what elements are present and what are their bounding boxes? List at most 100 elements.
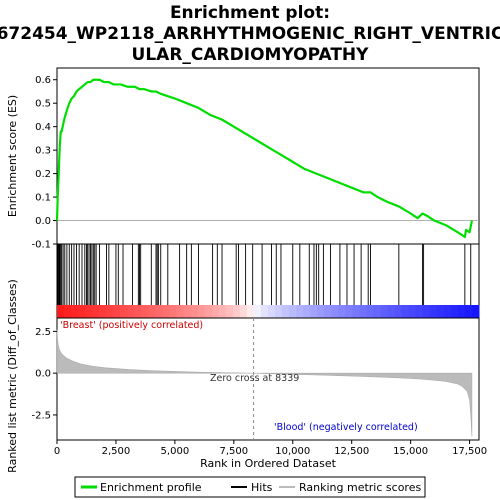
- color-bar-segment: [296, 305, 304, 318]
- color-bar-segment: [352, 305, 360, 318]
- color-bar-segment: [211, 305, 220, 318]
- color-bar-segment: [464, 305, 473, 318]
- color-bar-segment: [148, 305, 156, 318]
- chart-title-line3: ULAR_CARDIOMYOPATHY: [132, 45, 370, 65]
- color-bar-segment: [324, 305, 332, 318]
- color-bar-segment: [253, 305, 262, 318]
- legend-ranking-label: Ranking metric scores: [299, 481, 421, 494]
- color-bar-segment: [268, 305, 276, 318]
- hits-group: [57, 244, 472, 305]
- ranking-metric-fill: [56, 329, 473, 437]
- color-bar-segment: [246, 305, 255, 318]
- legend-box: [74, 476, 426, 498]
- zero-cross-label: Zero cross at 8339: [210, 373, 299, 384]
- es-y-tick-label: 0.2: [35, 169, 51, 180]
- color-bar-segment: [85, 305, 93, 318]
- color-bar-segment: [457, 305, 466, 318]
- x-tick-label: 2,500: [102, 446, 131, 457]
- x-axis-label: Rank in Ordered Dataset: [200, 457, 337, 470]
- es-y-tick-label: -0.1: [31, 240, 51, 251]
- metric-y-axis-label: Ranked list metric (Diff_of_Classes): [6, 279, 19, 473]
- color-bar-segment: [373, 305, 382, 318]
- color-bar-segment: [197, 305, 206, 318]
- x-tick-label: 7,500: [219, 446, 248, 457]
- positive-correlation-label: 'Breast' (positively correlated): [60, 320, 203, 331]
- color-bar-segment: [303, 305, 311, 318]
- es-y-tick-label: 0.5: [35, 99, 51, 110]
- color-bar-segment: [134, 305, 142, 318]
- negative-correlation-label: 'Blood' (negatively correlated): [274, 422, 418, 433]
- color-bar-segment: [260, 305, 269, 318]
- color-bar-segment: [471, 305, 480, 318]
- color-bar-segment: [127, 305, 135, 318]
- color-bar-segment: [275, 305, 283, 318]
- metric-y-tick-label: 2.5: [35, 327, 51, 338]
- color-bar-segment: [394, 305, 403, 318]
- color-bar-segment: [359, 305, 367, 318]
- color-bar-segment: [387, 305, 396, 318]
- color-bar-segment: [64, 305, 72, 318]
- color-bar-segment: [218, 305, 227, 318]
- es-y-tick-label: 0.3: [35, 146, 51, 157]
- color-bar-segment: [78, 305, 86, 318]
- color-bar-segment: [190, 305, 199, 318]
- metric-y-ticks: 2.5 0.0 -2.5: [31, 327, 57, 421]
- x-tick-label: 12,500: [334, 446, 369, 457]
- color-bar-segment: [310, 305, 318, 318]
- x-tick-label: 0: [54, 446, 60, 457]
- metric-panel: [56, 317, 480, 441]
- color-bar-segment: [408, 305, 417, 318]
- es-curve-group: [55, 78, 474, 239]
- metric-y-tick-label: 0.0: [35, 369, 51, 380]
- color-bar-segment: [162, 305, 171, 318]
- es-y-axis-label: Enrichment score (ES): [6, 95, 19, 217]
- color-bar-segment: [282, 305, 290, 318]
- color-bar-segment: [289, 305, 297, 318]
- enrichment-profile-line: [55, 78, 474, 239]
- rank-color-bar: [57, 305, 480, 318]
- color-bar-segment: [120, 305, 128, 318]
- es-y-tick-label: 0.1: [35, 193, 51, 204]
- color-bar-segment: [176, 305, 185, 318]
- ranking-metric-area: [56, 329, 473, 437]
- x-ticks: 0 2,500 5,000 7,500 10,000 12,500 15,000 17,500: [54, 440, 487, 457]
- x-tick-label: 5,000: [161, 446, 190, 457]
- color-bar-segment: [422, 305, 431, 318]
- x-tick-label: 15,000: [393, 446, 428, 457]
- color-bar-segment: [92, 305, 100, 318]
- chart-title-line2: 672454_WP2118_ARRHYTHMOGENIC_RIGHT_VENTR…: [0, 24, 500, 44]
- color-bar-segment: [99, 305, 107, 318]
- color-bar-segment: [380, 305, 389, 318]
- color-bar-segment: [155, 305, 163, 318]
- es-y-ticks: -0.1 0.0 0.1 0.2 0.3 0.4 0.5 0.6: [31, 75, 57, 251]
- color-bar-segment: [450, 305, 459, 318]
- chart-title-line1: Enrichment plot:: [170, 3, 330, 23]
- color-bar-segment: [436, 305, 445, 318]
- x-tick-label: 10,000: [275, 446, 310, 457]
- color-bar-segment: [141, 305, 149, 318]
- color-bar-segment: [71, 305, 79, 318]
- metric-y-tick-label: -2.5: [31, 410, 51, 421]
- color-bar-segment: [204, 305, 213, 318]
- color-bar-segment: [317, 305, 325, 318]
- color-bar-segment: [169, 305, 178, 318]
- color-bar-segment: [415, 305, 424, 318]
- legend-hits-label: Hits: [251, 481, 273, 494]
- color-bar-segment: [57, 305, 65, 318]
- color-bar-segment: [225, 305, 234, 318]
- color-bar-segment: [106, 305, 114, 318]
- color-bar-segment: [429, 305, 438, 318]
- color-bar-segment: [331, 305, 339, 318]
- legend-enrichment-label: Enrichment profile: [100, 481, 202, 494]
- color-bar-segment: [443, 305, 452, 318]
- es-y-tick-label: 0.4: [35, 122, 51, 133]
- x-tick-label: 17,500: [452, 446, 487, 457]
- color-bar-segment: [113, 305, 121, 318]
- es-y-tick-label: 0.6: [35, 75, 51, 86]
- color-bar-segment: [338, 305, 346, 318]
- color-bar-segment: [239, 305, 248, 318]
- es-y-tick-label: 0.0: [35, 216, 51, 227]
- es-panel: [56, 67, 480, 245]
- color-bar-segment: [232, 305, 241, 318]
